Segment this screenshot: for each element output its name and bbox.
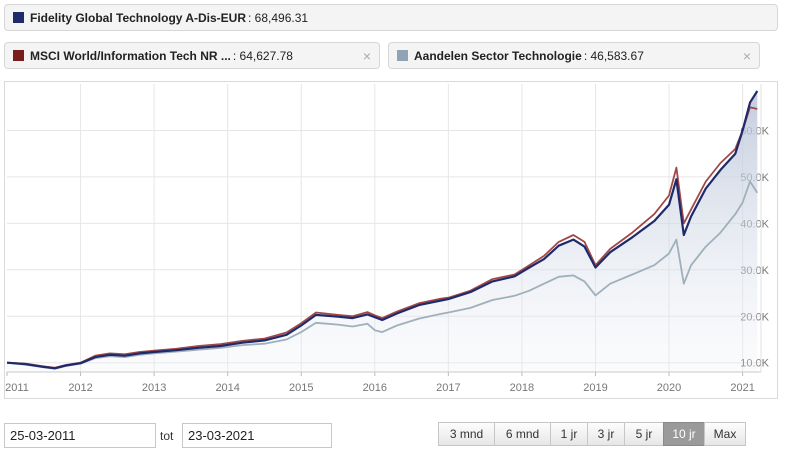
remove-msci-close-icon[interactable]: × (362, 48, 371, 64)
x-tick-label: 2014 (215, 382, 239, 394)
legend-msci-name: MSCI World/Information Tech NR ... (30, 48, 231, 63)
date-separator-label: tot (160, 429, 174, 443)
legend-msci-swatch (13, 50, 24, 61)
x-tick-label: 2012 (68, 382, 92, 394)
legend-fund-value: : 68,496.31 (248, 10, 309, 25)
legend-fund-name: Fidelity Global Technology A-Dis-EUR (30, 10, 247, 25)
legend-sector-name: Aandelen Sector Technologie (414, 48, 582, 63)
chart-svg: 2011 2012 2013 2014 2015 2016 2017 2018 2019 2020… (5, 84, 770, 394)
remove-sector-close-icon[interactable]: × (742, 48, 751, 64)
range-button-3-mnd[interactable]: 3 mnd (438, 422, 495, 446)
range-button-5-jr[interactable]: 5 jr (624, 422, 664, 446)
range-button-6-mnd[interactable]: 6 mnd (494, 422, 551, 446)
x-tick-label: 2018 (510, 382, 534, 394)
x-tick-label: 2020 (657, 382, 681, 394)
legend-sector-value: : 46,583.67 (583, 48, 644, 63)
x-tick-label: 2017 (436, 382, 460, 394)
x-tick-label: 2016 (363, 382, 387, 394)
date-to-input[interactable]: 23-03-2021 (182, 423, 332, 448)
x-tick-label: 2013 (142, 382, 166, 394)
legend-msci-value: : 64,627.78 (232, 48, 293, 63)
fund-area (7, 91, 758, 372)
range-button-10-jr[interactable]: 10 jr (663, 422, 705, 446)
x-tick-label: 2021 (730, 382, 754, 394)
legend-fund-swatch (13, 12, 24, 23)
legend-msci: MSCI World/Information Tech NR ... : 64,… (4, 42, 380, 69)
legend-fund: Fidelity Global Technology A-Dis-EUR : 6… (4, 4, 778, 31)
x-tick-label: 2019 (583, 382, 607, 394)
legend-sector-swatch (397, 50, 408, 61)
date-from-input[interactable]: 25-03-2011 (4, 423, 156, 448)
range-button-group: 3 mnd 6 mnd 1 jr 3 jr 5 jr 10 jr Max (438, 422, 746, 446)
series-line-1 (6, 180, 759, 370)
range-button-1-jr[interactable]: 1 jr (550, 422, 588, 446)
x-tick-label: 2015 (289, 382, 313, 394)
performance-chart[interactable]: 2011 2012 2013 2014 2015 2016 2017 2018 2019 2020… (4, 81, 778, 399)
legend-sector: Aandelen Sector Technologie : 46,583.67 … (388, 42, 760, 69)
series-line-2 (6, 90, 759, 370)
range-button-3-jr[interactable]: 3 jr (587, 422, 625, 446)
series-line-0 (6, 106, 758, 369)
range-button-max[interactable]: Max (704, 422, 746, 446)
x-tick-label: 2011 (5, 382, 29, 394)
